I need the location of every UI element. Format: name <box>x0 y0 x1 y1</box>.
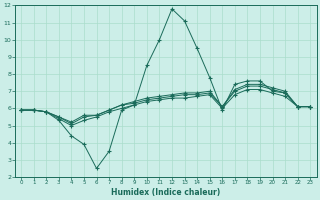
X-axis label: Humidex (Indice chaleur): Humidex (Indice chaleur) <box>111 188 220 197</box>
